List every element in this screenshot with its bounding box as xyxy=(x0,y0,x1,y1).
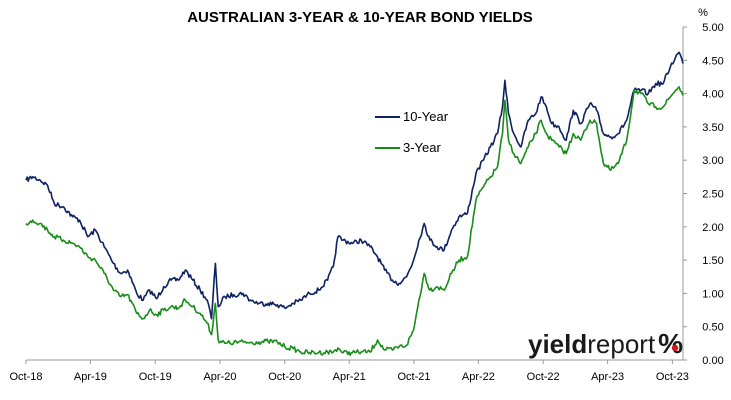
y-tick-label: 0.00 xyxy=(702,355,723,367)
x-tick-label: Apr-19 xyxy=(74,371,107,383)
series-line-3-year xyxy=(25,86,684,356)
y-axis-ticks: 0.00 0.50 1.00 1.50 2.00 2.50 3.00 3.50 4.00 4.50… xyxy=(683,22,724,367)
legend-label-3-year: 3-Year xyxy=(403,140,441,155)
x-tick-label: Apr-22 xyxy=(462,371,495,383)
x-tick-label: Apr-21 xyxy=(333,371,366,383)
y-tick-label: 2.50 xyxy=(702,189,723,201)
x-tick-label: Oct-20 xyxy=(268,371,301,383)
y-tick-label: 2.00 xyxy=(702,222,723,234)
y-tick-label: 1.00 xyxy=(702,288,723,300)
y-axis-unit-label: % xyxy=(698,7,708,19)
x-tick-label: Oct-19 xyxy=(139,371,172,383)
y-tick-label: 4.50 xyxy=(702,55,723,67)
logo-text-percent: % xyxy=(658,328,683,359)
x-tick-label: Oct-22 xyxy=(527,371,560,383)
y-tick-label: 1.50 xyxy=(702,255,723,267)
series-layer xyxy=(25,51,684,356)
yieldreport-logo: yieldreport% xyxy=(528,328,683,359)
logo-text: yieldreport% xyxy=(528,328,683,359)
legend: 10-Year 3-Year xyxy=(375,109,449,155)
logo-text-report: report xyxy=(587,329,656,359)
y-tick-label: 3.50 xyxy=(702,122,723,134)
x-tick-label: Oct-18 xyxy=(9,371,42,383)
x-axis-ticks: Oct-18 Apr-19 Oct-19 Apr-20 Oct-20 Apr-21 Oct-… xyxy=(9,360,689,383)
logo-red-dot xyxy=(671,344,679,352)
x-tick-label: Oct-21 xyxy=(397,371,430,383)
logo-text-yield: yield xyxy=(528,329,587,359)
x-tick-label: Apr-20 xyxy=(203,371,236,383)
x-tick-label: Oct-23 xyxy=(656,371,689,383)
y-tick-label: 5.00 xyxy=(702,22,723,34)
y-tick-label: 4.00 xyxy=(702,89,723,101)
legend-label-10-year: 10-Year xyxy=(403,109,449,124)
chart-title: AUSTRALIAN 3-YEAR & 10-YEAR BOND YIELDS xyxy=(187,9,533,26)
series-line-10-year xyxy=(25,51,684,320)
y-tick-label: 3.00 xyxy=(702,155,723,167)
x-tick-label: Apr-23 xyxy=(591,371,624,383)
y-tick-label: 0.50 xyxy=(702,322,723,334)
